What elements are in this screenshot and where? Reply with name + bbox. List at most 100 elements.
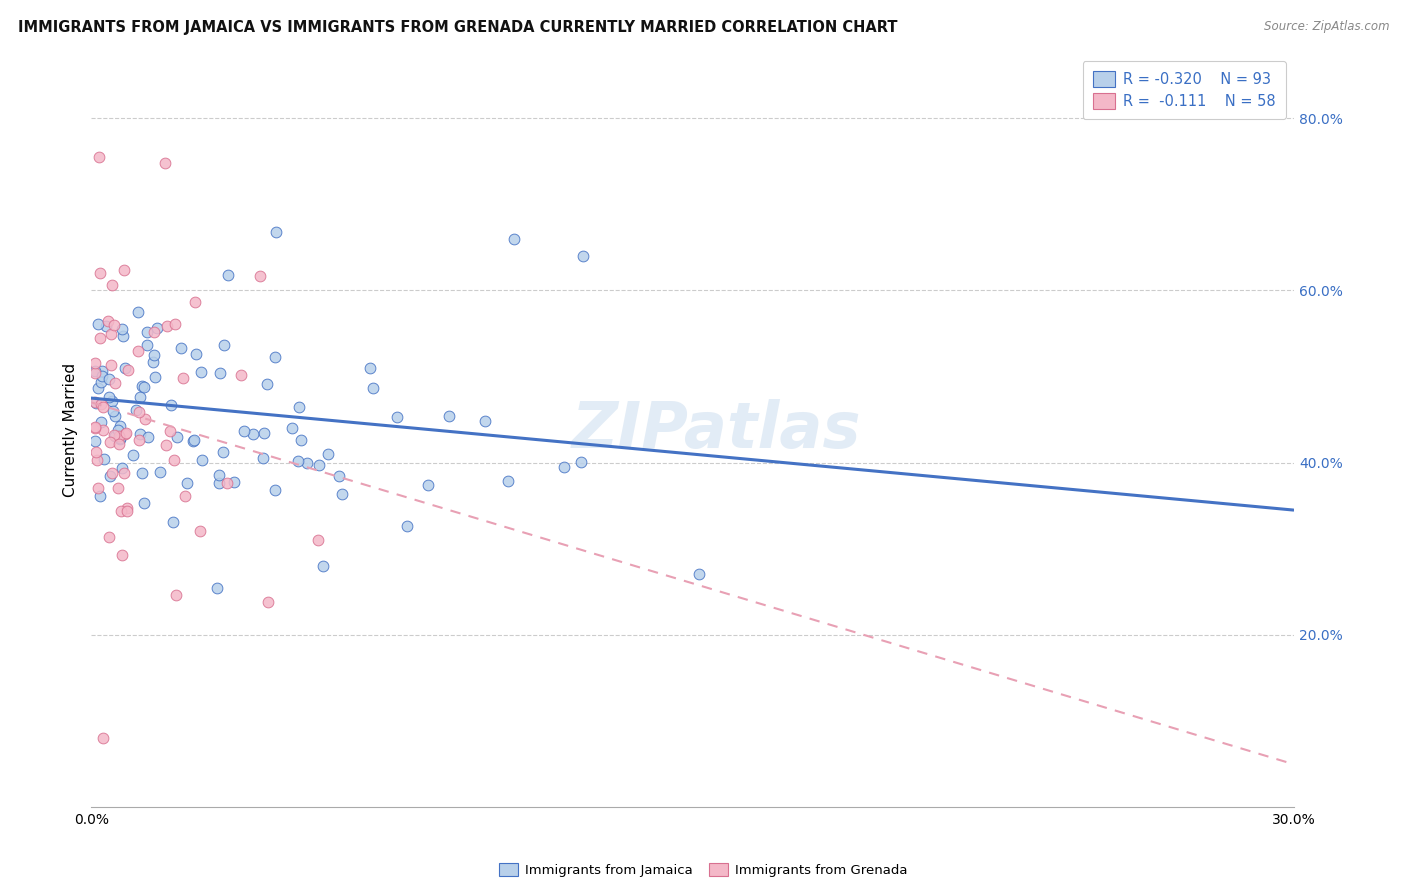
Point xyxy=(112,466,135,480)
Point xyxy=(132,496,155,510)
Point xyxy=(209,366,232,380)
Point xyxy=(416,478,439,492)
Point xyxy=(112,263,135,277)
Point xyxy=(125,403,148,417)
Point xyxy=(94,318,117,333)
Point xyxy=(159,424,181,438)
Point xyxy=(571,249,593,263)
Point xyxy=(191,453,214,467)
Point xyxy=(688,567,710,582)
Point xyxy=(127,343,149,358)
Point xyxy=(396,518,419,533)
Point xyxy=(136,429,159,443)
Point xyxy=(330,487,353,501)
Point xyxy=(128,427,150,442)
Point xyxy=(288,401,311,415)
Point xyxy=(188,524,211,539)
Point xyxy=(474,414,496,428)
Point xyxy=(103,318,125,332)
Point xyxy=(207,581,229,595)
Point xyxy=(295,456,318,470)
Point xyxy=(135,326,157,340)
Point xyxy=(290,434,312,448)
Point xyxy=(108,431,131,445)
Point xyxy=(101,394,124,409)
Point xyxy=(287,454,309,468)
Point xyxy=(163,452,186,467)
Point xyxy=(256,376,278,391)
Point xyxy=(108,432,131,446)
Point xyxy=(135,337,157,351)
Point xyxy=(553,459,575,474)
Point xyxy=(127,305,149,319)
Point xyxy=(263,351,285,365)
Point xyxy=(87,481,110,495)
Point xyxy=(232,424,254,438)
Point xyxy=(107,429,129,443)
Point xyxy=(176,475,198,490)
Point xyxy=(155,438,177,452)
Point xyxy=(98,469,121,483)
Point xyxy=(107,481,129,495)
Point xyxy=(128,390,150,404)
Point xyxy=(183,433,205,447)
Point xyxy=(108,418,131,433)
Point xyxy=(91,369,114,384)
Point xyxy=(184,347,207,361)
Point xyxy=(172,371,194,385)
Point xyxy=(84,394,107,409)
Point xyxy=(142,348,165,362)
Point xyxy=(97,314,120,328)
Point xyxy=(208,476,231,491)
Legend: R = -0.320    N = 93, R =  -0.111    N = 58: R = -0.320 N = 93, R = -0.111 N = 58 xyxy=(1083,61,1286,119)
Point xyxy=(104,376,127,391)
Point xyxy=(97,372,120,386)
Point xyxy=(359,360,381,375)
Point xyxy=(170,341,193,355)
Point xyxy=(84,364,107,378)
Point xyxy=(253,426,276,441)
Point xyxy=(98,434,121,449)
Y-axis label: Currently Married: Currently Married xyxy=(62,363,77,498)
Point xyxy=(98,391,121,405)
Point xyxy=(208,467,231,482)
Point xyxy=(162,515,184,529)
Point xyxy=(184,295,207,310)
Point xyxy=(131,378,153,392)
Text: ZIPatlas: ZIPatlas xyxy=(572,400,862,461)
Point xyxy=(328,468,350,483)
Point xyxy=(145,370,167,384)
Point xyxy=(156,318,179,333)
Point xyxy=(104,429,127,443)
Point xyxy=(101,404,124,418)
Point xyxy=(159,398,181,412)
Point xyxy=(86,453,108,467)
Point xyxy=(163,317,186,331)
Point xyxy=(110,504,132,518)
Point xyxy=(84,434,107,449)
Point xyxy=(131,466,153,480)
Point xyxy=(252,450,274,465)
Point xyxy=(249,268,271,283)
Point xyxy=(84,444,107,458)
Point xyxy=(115,501,138,516)
Point xyxy=(114,361,136,376)
Point xyxy=(89,266,111,280)
Point xyxy=(101,466,124,480)
Point xyxy=(307,533,329,547)
Point xyxy=(387,410,409,425)
Point xyxy=(165,588,187,602)
Point xyxy=(111,461,134,475)
Point xyxy=(108,437,131,451)
Point xyxy=(263,483,285,497)
Point xyxy=(93,731,115,746)
Point xyxy=(84,421,107,435)
Point xyxy=(217,268,239,283)
Point xyxy=(181,434,204,449)
Point xyxy=(114,425,136,440)
Point xyxy=(89,331,111,345)
Point xyxy=(100,326,122,341)
Point xyxy=(91,424,114,438)
Point xyxy=(84,356,107,370)
Point xyxy=(89,150,111,164)
